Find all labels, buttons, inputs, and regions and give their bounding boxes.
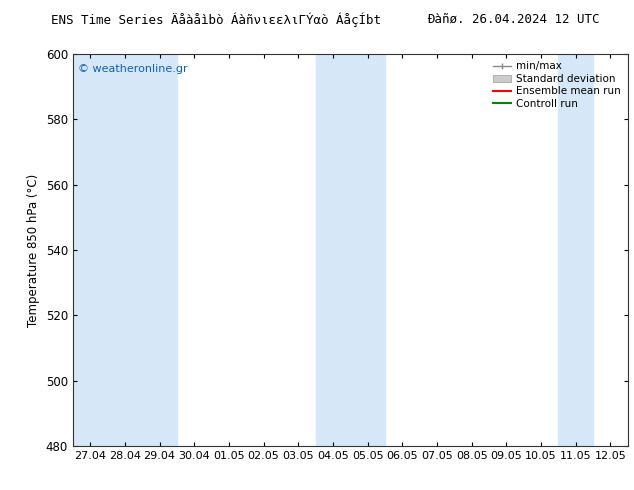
Bar	[142, 54, 177, 446]
Text: Ðàñø. 26.04.2024 12 UTC: Ðàñø. 26.04.2024 12 UTC	[427, 12, 600, 25]
Legend: min/max, Standard deviation, Ensemble mean run, Controll run: min/max, Standard deviation, Ensemble me…	[491, 59, 623, 111]
Bar	[559, 54, 593, 446]
Text: ENS Time Series Äåàåìbò ÁàñνιεελιΓÝαò ÁåçÍbt: ENS Time Series Äåàåìbò ÁàñνιεελιΓÝαò Áå…	[51, 12, 380, 27]
Text: © weatheronline.gr: © weatheronline.gr	[79, 64, 188, 74]
Bar	[350, 54, 385, 446]
Bar	[73, 54, 108, 446]
Y-axis label: Temperature 850 hPa (°C): Temperature 850 hPa (°C)	[27, 173, 40, 326]
Bar	[108, 54, 142, 446]
Bar	[316, 54, 350, 446]
